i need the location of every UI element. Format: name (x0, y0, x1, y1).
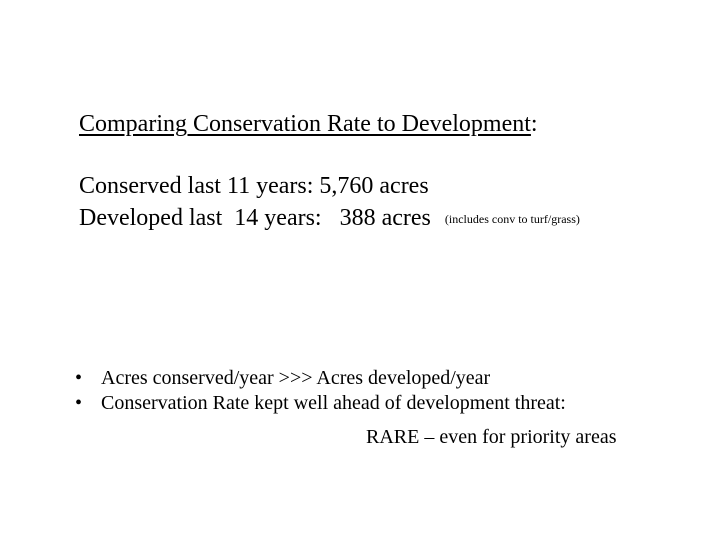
list-item: • Conservation Rate kept well ahead of d… (75, 391, 566, 416)
bullet-marker: • (75, 367, 83, 389)
list-item: • Acres conserved/year >>> Acres develop… (75, 366, 566, 391)
bullet-marker: • (75, 392, 83, 414)
stats-block: Conserved last 11 years: 5,760 acres Dev… (79, 170, 580, 235)
developed-note: (includes conv to turf/grass) (444, 212, 580, 226)
developed-stat-line: Developed last 14 years: 388 acres (inclu… (79, 202, 580, 235)
slide-title-colon: : (530, 111, 538, 137)
slide-title-text: Comparing Conservation Rate to Developme… (79, 111, 531, 137)
bullet-continuation: RARE – even for priority areas (366, 426, 617, 448)
slide-title: Comparing Conservation Rate to Developme… (79, 108, 538, 140)
bullet-list: • Acres conserved/year >>> Acres develop… (75, 366, 566, 416)
developed-stat: Developed last 14 years: 388 acres (79, 205, 431, 231)
bullet-text: Acres conserved/year >>> Acres developed… (101, 367, 491, 389)
bullet-text: Conservation Rate kept well ahead of dev… (101, 392, 566, 414)
conserved-stat: Conserved last 11 years: 5,760 acres (79, 173, 429, 199)
